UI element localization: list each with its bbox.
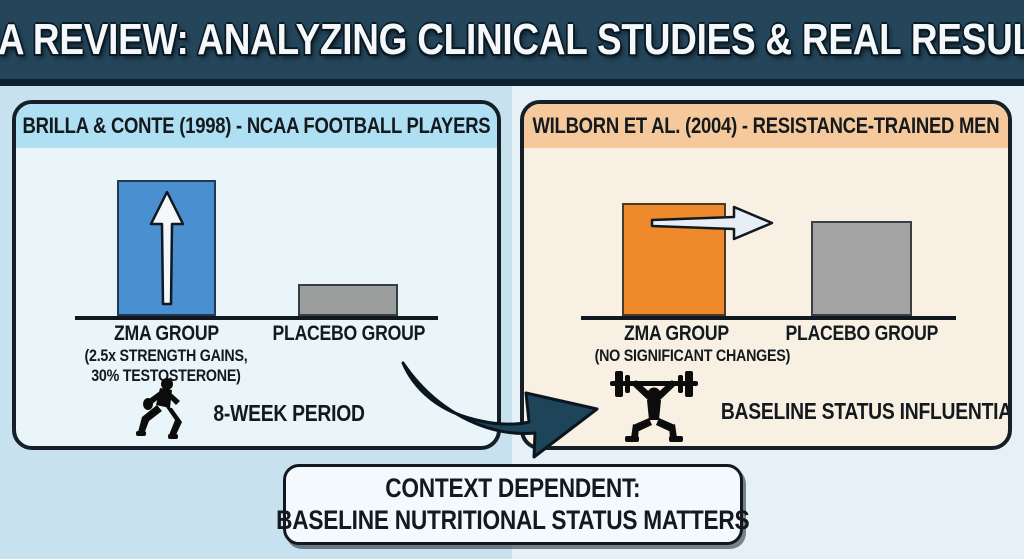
zma-group-label-right: ZMA GROUP (NO SIGNIFICANT CHANGES) bbox=[576, 322, 791, 366]
right-arrow-icon bbox=[650, 205, 774, 241]
study-panel-brilla-conte: BRILLA & CONTE (1998) - NCAA FOOTBALL PL… bbox=[12, 100, 501, 450]
page-title: ZMA REVIEW: ANALYZING CLINICAL STUDIES &… bbox=[0, 14, 1024, 64]
weightlifter-icon bbox=[610, 371, 698, 442]
conclusion-line2: BASELINE NUTRITIONAL STATUS MATTERS bbox=[276, 504, 750, 535]
conclusion-line1: CONTEXT DEPENDENT: bbox=[385, 472, 641, 503]
placebo-group-label-left: PLACEBO GROUP bbox=[254, 322, 444, 346]
up-arrow-icon bbox=[149, 190, 184, 306]
bar-zma-left bbox=[117, 180, 216, 316]
zma-group-note2: 30% TESTOSTERONE) bbox=[91, 365, 241, 385]
zma-group-note1: (NO SIGNIFICANT CHANGES) bbox=[594, 345, 791, 365]
axis-baseline-right bbox=[581, 316, 956, 320]
placebo-group-label-right: PLACEBO GROUP bbox=[767, 322, 957, 346]
placebo-group-name: PLACEBO GROUP bbox=[272, 322, 426, 345]
panel-right-title: WILBORN ET AL. (2004) - RESISTANCE-TRAIN… bbox=[532, 113, 1000, 138]
conclusion-box: CONTEXT DEPENDENT: BASELINE NUTRITIONAL … bbox=[276, 464, 750, 545]
zma-group-note1: (2.5x STRENGTH GAINS, bbox=[84, 345, 248, 365]
bar-placebo-right bbox=[811, 221, 912, 316]
zma-group-label-left: ZMA GROUP (2.5x STRENGTH GAINS, 30% TEST… bbox=[66, 322, 266, 386]
panel-left-footnote: 8-WEEK PERIOD bbox=[213, 400, 365, 426]
zma-group-name: ZMA GROUP bbox=[623, 322, 729, 345]
football-player-icon bbox=[136, 378, 182, 439]
zma-group-name: ZMA GROUP bbox=[113, 322, 219, 345]
bar-placebo-left bbox=[298, 284, 398, 316]
study-panel-wilborn: WILBORN ET AL. (2004) - RESISTANCE-TRAIN… bbox=[520, 100, 1012, 450]
panel-left-title-strip: BRILLA & CONTE (1998) - NCAA FOOTBALL PL… bbox=[16, 104, 497, 148]
axis-baseline-left bbox=[75, 316, 438, 320]
panel-right-title-strip: WILBORN ET AL. (2004) - RESISTANCE-TRAIN… bbox=[524, 104, 1008, 148]
header-banner: ZMA REVIEW: ANALYZING CLINICAL STUDIES &… bbox=[0, 0, 1024, 86]
flow-arrow-icon bbox=[401, 361, 599, 459]
placebo-group-name: PLACEBO GROUP bbox=[785, 322, 939, 345]
panel-left-title: BRILLA & CONTE (1998) - NCAA FOOTBALL PL… bbox=[22, 113, 491, 138]
panel-right-footnote: BASELINE STATUS INFLUENTIAL bbox=[720, 398, 1012, 424]
